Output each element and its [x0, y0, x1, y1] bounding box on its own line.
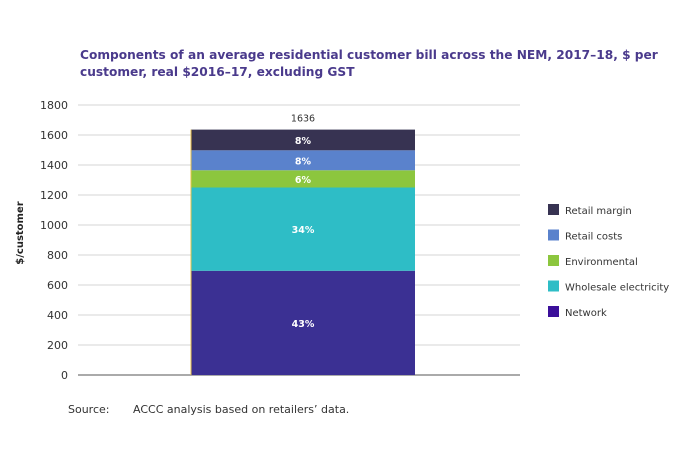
legend-swatch	[548, 280, 559, 292]
y-tick-label: 1200	[40, 189, 68, 202]
y-tick-label: 1600	[40, 129, 68, 142]
bar-segment-network	[191, 270, 415, 375]
segment-labels: 43% 34% 6% 8% 8%	[292, 136, 315, 330]
total-label: 1636	[291, 114, 315, 125]
y-tick-label: 1400	[40, 159, 68, 172]
segment-label: 8%	[295, 136, 312, 147]
legend-swatch	[548, 306, 559, 317]
legend-item-label: Wholesale electricity	[565, 283, 669, 294]
legend: Retail margin Retail costs Environmental Wh…	[548, 204, 669, 319]
y-tick-label: 400	[47, 309, 68, 322]
y-tick-label: 1000	[40, 219, 68, 232]
legend-swatch	[548, 204, 559, 215]
y-tick-label: 600	[47, 279, 68, 292]
bar-segment-environmental	[191, 170, 415, 188]
segment-label: 34%	[292, 225, 315, 236]
legend-swatch	[548, 255, 559, 266]
bar-segment-retail-costs	[191, 150, 415, 171]
source-note: Source: ACCC analysis based on retailers…	[68, 403, 349, 416]
legend-swatch	[548, 229, 559, 241]
y-tick-label: 200	[47, 339, 68, 352]
bar-segment-retail-margin	[191, 129, 415, 151]
segment-label: 8%	[295, 156, 312, 167]
legend-item-label: Retail margin	[565, 206, 632, 217]
y-axis-label: $/customer	[15, 201, 26, 264]
y-tick-label: 1800	[40, 99, 68, 112]
segment-label: 6%	[295, 175, 312, 186]
y-axis-ticks: 0 200 400 600 800 1000 1200 1400 1600 1800	[40, 99, 68, 382]
y-tick-label: 0	[61, 369, 68, 382]
bar-segment-wholesale-electricity	[191, 187, 415, 271]
source-label: Source:	[68, 403, 110, 416]
source-text: ACCC analysis based on retailers’ data.	[133, 403, 350, 416]
bar-segments	[190, 129, 415, 375]
segment-label: 43%	[292, 319, 315, 330]
legend-item-label: Retail costs	[565, 232, 622, 243]
legend-item-label: Network	[565, 308, 607, 319]
legend-item-label: Environmental	[565, 257, 638, 268]
y-tick-label: 800	[47, 249, 68, 262]
chart-title: Components of an average residential cus…	[80, 48, 658, 79]
